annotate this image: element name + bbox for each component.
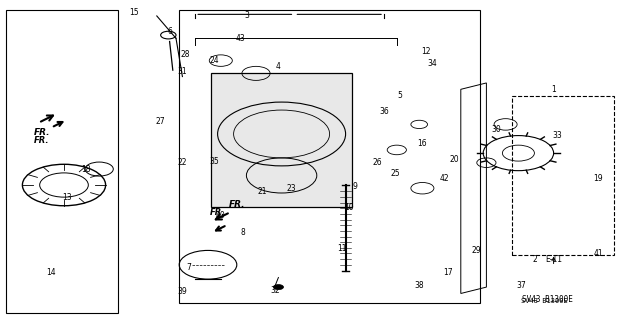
Text: 38: 38 xyxy=(414,281,424,290)
Circle shape xyxy=(273,285,284,290)
Text: 30: 30 xyxy=(491,125,501,134)
Text: 32: 32 xyxy=(270,286,280,295)
Text: 28: 28 xyxy=(181,50,190,59)
Text: 20: 20 xyxy=(449,155,460,164)
Text: 35: 35 xyxy=(209,157,220,166)
Text: 37: 37 xyxy=(516,281,527,290)
Text: 22: 22 xyxy=(178,158,187,167)
Text: 19: 19 xyxy=(593,174,604,183)
Text: E-11: E-11 xyxy=(545,256,562,264)
Text: 9: 9 xyxy=(353,182,358,191)
Text: FR.: FR. xyxy=(210,208,225,217)
Text: 3: 3 xyxy=(244,11,249,20)
Text: 34: 34 xyxy=(427,59,437,68)
Text: 18: 18 xyxy=(82,165,91,174)
Text: 4: 4 xyxy=(276,63,281,71)
Text: 25: 25 xyxy=(390,169,400,178)
Text: 13: 13 xyxy=(62,193,72,202)
Text: 10: 10 xyxy=(344,203,354,212)
Text: 27: 27 xyxy=(155,117,165,126)
Text: 43: 43 xyxy=(235,34,245,43)
Text: 17: 17 xyxy=(443,268,453,277)
Text: 21: 21 xyxy=(258,187,267,196)
Text: 8: 8 xyxy=(241,228,246,237)
Bar xyxy=(211,73,352,207)
Text: 11: 11 xyxy=(338,244,347,253)
Text: 24: 24 xyxy=(209,56,220,65)
Text: 7: 7 xyxy=(186,263,191,272)
Text: SV43 B1300E: SV43 B1300E xyxy=(520,299,568,304)
Text: 23: 23 xyxy=(286,184,296,193)
Text: 31: 31 xyxy=(177,67,188,76)
Text: 1: 1 xyxy=(551,85,556,94)
Text: FR.: FR. xyxy=(228,200,245,209)
Text: FR.: FR. xyxy=(33,128,50,137)
Text: 16: 16 xyxy=(417,139,428,148)
Text: 33: 33 xyxy=(552,131,562,140)
Text: 2: 2 xyxy=(532,256,537,264)
Text: 42: 42 xyxy=(440,174,450,183)
Text: 29: 29 xyxy=(472,246,482,255)
Text: FR.: FR. xyxy=(34,136,49,145)
Text: 26: 26 xyxy=(372,158,383,167)
Text: SV43 B1300E: SV43 B1300E xyxy=(522,295,573,304)
Text: 36: 36 xyxy=(379,107,389,116)
Text: 5: 5 xyxy=(397,91,403,100)
Text: 15: 15 xyxy=(129,8,140,17)
Text: 14: 14 xyxy=(46,268,56,277)
Text: 41: 41 xyxy=(593,249,604,258)
Text: 12: 12 xyxy=(421,47,430,56)
Text: 40: 40 xyxy=(216,211,226,220)
Text: 6: 6 xyxy=(167,27,172,36)
Text: 39: 39 xyxy=(177,287,188,296)
